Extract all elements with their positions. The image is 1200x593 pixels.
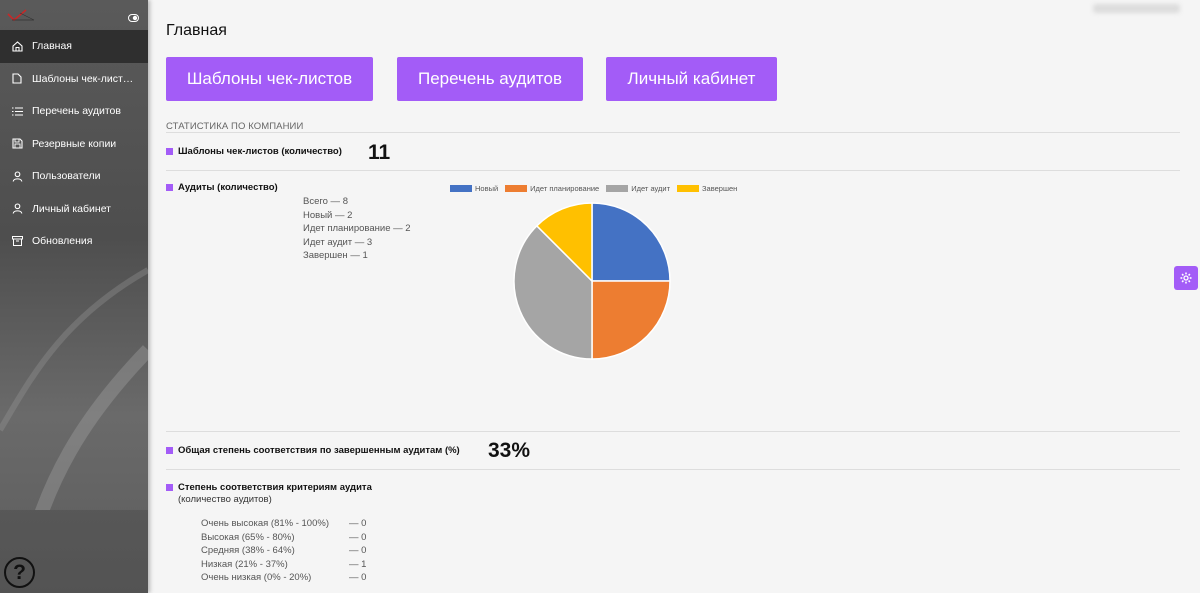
legend-label: Завершен [702,184,738,193]
audits-stat-label: Аудиты (количество) [166,182,278,193]
cabinet-button[interactable]: Личный кабинет [606,57,777,101]
divider [166,170,1180,171]
criteria-names-list: Очень высокая (81% - 100%) Высокая (65% … [201,517,329,585]
page-title: Главная [166,22,227,39]
sidebar-item-updates[interactable]: Обновления [0,225,148,258]
sidebar-item-label: Резервные копии [32,137,117,150]
list-item: Идет планирование — 2 [303,223,411,234]
audits-breakdown-list: Всего — 8 Новый — 2 Идет планирование — … [303,195,411,263]
list-item: — 0 [349,572,367,583]
list-item: Завершен — 1 [303,250,368,261]
bullet-square-icon [166,447,173,454]
sidebar-item-cabinet[interactable]: Личный кабинет [0,193,148,226]
legend-swatch [505,185,528,192]
toggle-sidebar-icon[interactable] [128,14,139,22]
criteria-stat-text: Степень соответствия критериям аудита [178,482,372,493]
list-item: Очень низкая (0% - 20%) [201,572,312,583]
question-icon: ? [13,560,26,584]
list-item: Всего — 8 [303,196,348,207]
company-logo [7,9,35,22]
legend-item: Новый [450,184,498,193]
user-menu[interactable] [1093,4,1180,13]
legend-item: Идет аудит [606,184,670,193]
sidebar-item-templates[interactable]: Шаблоны чек-лист… [0,63,148,96]
pie-slice[interactable] [591,280,671,360]
legend-label: Идет аудит [631,184,671,193]
sidebar-item-label: Обновления [32,235,93,248]
bullet-square-icon [166,148,173,155]
list-item: Высокая (65% - 80%) [201,531,295,543]
list-item: Средняя (38% - 64%) [201,545,295,556]
archive-icon [11,235,23,247]
sidebar-item-label: Личный кабинет [32,202,111,215]
templates-stat-value: 11 [368,141,391,164]
compliance-stat-value: 33% [488,439,531,462]
legend-swatch [450,185,472,192]
list-item: — 0 [349,518,367,529]
legend-swatch [606,185,629,192]
gear-icon [1180,272,1192,284]
section-title: СТАТИСТИКА ПО КОМПАНИИ [166,121,304,132]
sidebar-background-image [0,267,148,593]
legend-item: Завершен [677,184,737,193]
help-button[interactable]: ? [4,557,35,588]
list-item: Новый — 2 [303,209,353,221]
list-item: — 0 [349,545,367,556]
legend-item: Идет планирование [505,184,599,193]
legend-label: Идет планирование [530,184,600,193]
compliance-stat-label: Общая степень соответствия по завершенны… [166,445,460,456]
audits-pie-chart: Новый Идет планирование Идет аудит Завершен [450,184,750,364]
templates-button[interactable]: Шаблоны чек-листов [166,57,373,101]
criteria-stat-label: Степень соответствия критериям аудита [166,482,372,493]
audits-button[interactable]: Перечень аудитов [397,57,583,101]
sidebar: Главная Шаблоны чек-лист… Перечень аудит… [0,0,148,593]
divider [166,431,1180,432]
compliance-stat-text: Общая степень соответствия по завершенны… [178,445,460,456]
pie-slice[interactable] [513,224,593,360]
user-icon [11,170,23,182]
sidebar-item-home[interactable]: Главная [0,30,148,63]
list-icon [11,105,23,117]
divider [166,469,1180,470]
user-icon [11,203,23,215]
bullet-square-icon [166,484,173,491]
legend-label: Новый [475,184,499,193]
sidebar-item-users[interactable]: Пользователи [0,160,148,193]
list-item: Очень высокая (81% - 100%) [201,518,329,529]
criteria-values-list: — 0 — 0 — 0 — 1 — 0 [349,517,366,585]
pie-slice[interactable] [535,202,593,283]
bullet-square-icon [166,184,173,191]
home-icon [11,40,23,52]
sidebar-item-label: Перечень аудитов [32,105,121,118]
save-icon [11,138,23,150]
legend-swatch [677,185,700,192]
sidebar-item-label: Главная [32,40,72,53]
pie-svg [513,202,671,360]
sidebar-nav: Главная Шаблоны чек-лист… Перечень аудит… [0,30,148,258]
sidebar-item-label: Пользователи [32,170,101,183]
templates-stat-label: Шаблоны чек-листов (количество) [166,146,342,157]
chart-legend: Новый Идет планирование Идет аудит Завершен [450,184,744,193]
audits-stat-text: Аудиты (количество) [178,182,278,193]
list-item: Низкая (21% - 37%) [201,558,288,570]
settings-button[interactable] [1174,266,1198,290]
divider [166,132,1180,133]
templates-stat-text: Шаблоны чек-листов (количество) [178,146,342,157]
sidebar-item-label: Шаблоны чек-лист… [32,72,134,85]
document-icon [11,73,23,85]
list-item: Идет аудит — 3 [303,236,373,248]
sidebar-item-audits[interactable]: Перечень аудитов [0,95,148,128]
list-item: — 0 [349,531,367,543]
pie-slice[interactable] [591,202,671,282]
sidebar-item-backups[interactable]: Резервные копии [0,128,148,161]
criteria-sublabel: (количество аудитов) [178,494,272,505]
list-item: — 1 [349,558,367,570]
